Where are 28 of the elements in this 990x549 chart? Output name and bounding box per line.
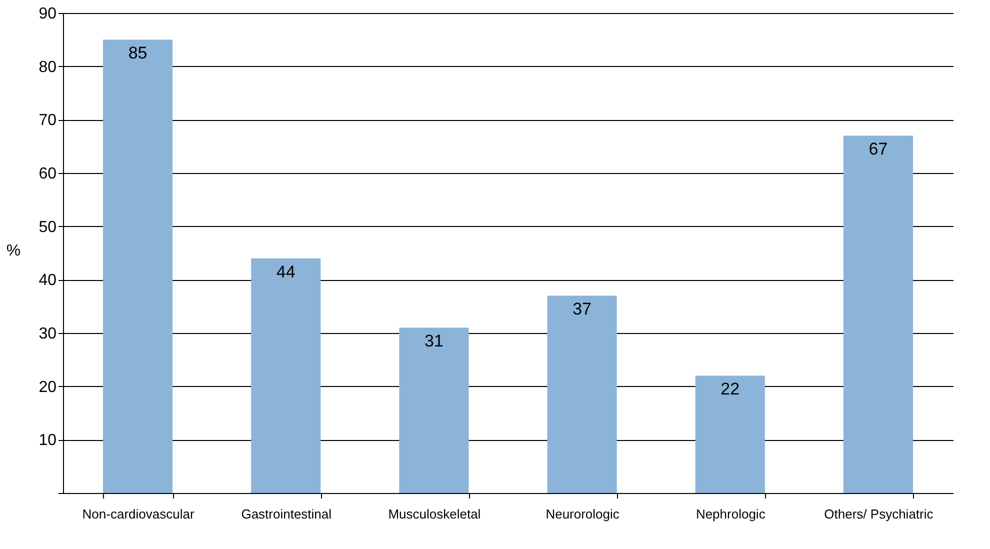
bar [843,136,914,493]
data-label: 37 [572,300,592,319]
y-tick-label: 30 [38,326,57,342]
bar [547,296,617,493]
data-label: 22 [720,380,740,399]
y-tick-label: 60 [38,166,57,182]
y-tick-label: 80 [38,58,57,76]
x-tick-label: Nephrologic [696,506,766,522]
x-tick-label: Others/ Psychiatric [824,506,934,522]
bar [102,40,173,493]
x-tick-label: Musculoskeletal [388,506,481,522]
data-label: 44 [276,262,296,282]
y-tick-label: 10 [38,432,57,450]
y-tick-label: 50 [38,218,57,236]
x-tick-label: Gastrointestinal [241,506,332,522]
bar [695,376,765,493]
data-label: 85 [128,44,148,63]
y-tick-label: 20 [38,378,57,396]
y-tick-label: 70 [38,112,57,130]
bar [251,258,321,493]
data-label: 67 [868,140,888,159]
x-tick-label: Non-cardiovascular [82,506,195,522]
y-tick-label: 40 [38,272,57,290]
y-axis-title: % [6,242,21,260]
data-label: 31 [424,332,444,351]
bar [399,328,469,493]
y-tick-label: 90 [38,6,57,22]
x-tick-label: Neurorologic [546,506,620,522]
